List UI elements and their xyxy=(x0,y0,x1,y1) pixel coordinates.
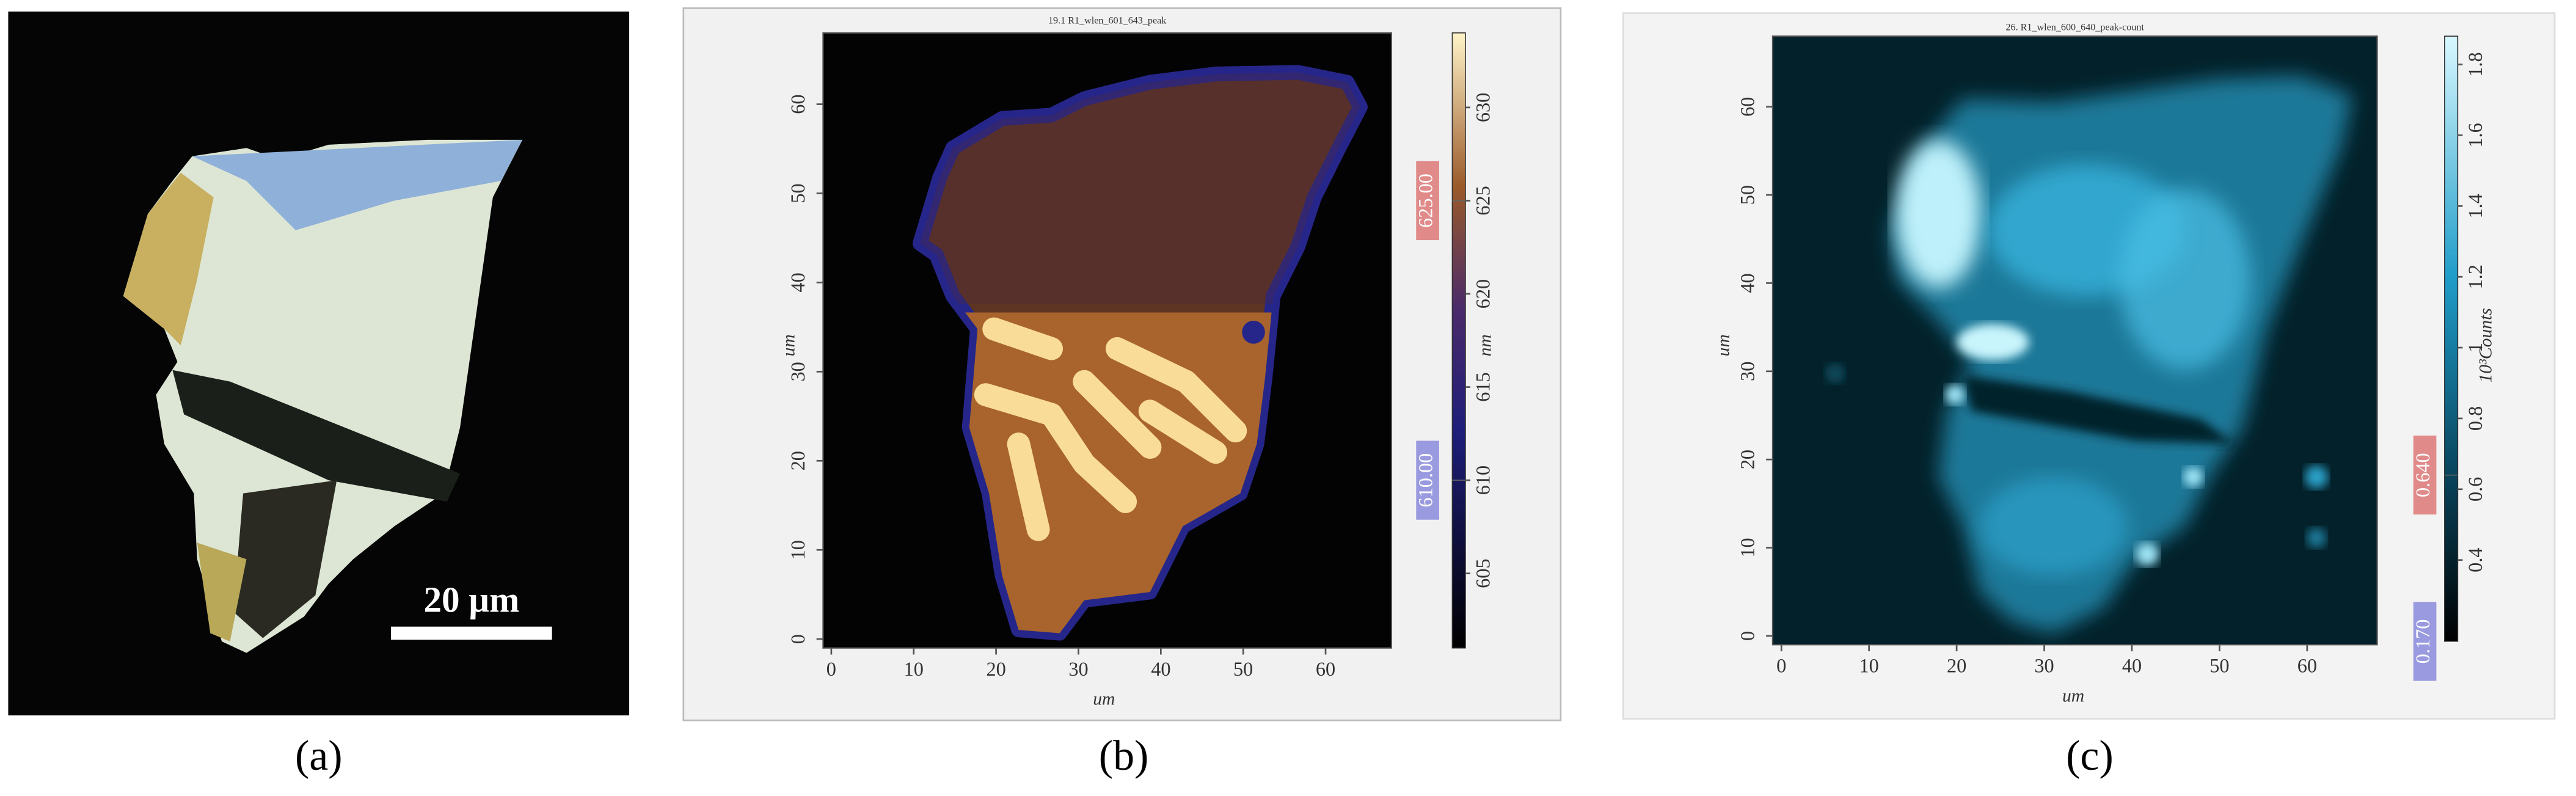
y-tick-label: 10 xyxy=(1737,538,1759,557)
x-tick-label: 40 xyxy=(1151,658,1170,680)
y-tick-label: 60 xyxy=(1737,97,1759,117)
colorbar-tick-label: 625 xyxy=(1472,186,1494,215)
colorbar-tick-label: 605 xyxy=(1472,558,1494,588)
colorbar-tick-label: 1.8 xyxy=(2464,52,2486,76)
y-tick-label: 20 xyxy=(787,451,809,470)
x-tick-label: 30 xyxy=(1068,658,1088,680)
colorbar-marker xyxy=(2413,602,2437,681)
x-tick-label: 10 xyxy=(904,658,924,680)
colorbar-marker-label: 0.640 xyxy=(2412,453,2434,497)
y-tick-label: 0 xyxy=(787,634,809,644)
y-tick-label: 50 xyxy=(787,183,809,203)
flake xyxy=(123,139,523,653)
x-tick-label: 20 xyxy=(986,658,1005,680)
flake-edge xyxy=(192,139,523,230)
x-tick-label: 10 xyxy=(1859,654,1879,676)
colorbar-tick-label: 620 xyxy=(1472,279,1494,309)
fold xyxy=(233,480,337,638)
x-axis-label: um xyxy=(1093,690,1115,709)
x-tick-label: 50 xyxy=(1233,658,1253,680)
x-tick-label: 0 xyxy=(826,658,836,680)
flake-edge xyxy=(123,172,214,346)
x-tick-label: 0 xyxy=(1776,654,1786,676)
colorbar-marker-label: 625.00 xyxy=(1415,173,1437,228)
panel-c: 26. R1_wlen_600_640_peak-count (c) xyxy=(1622,12,2556,780)
y-tick-label: 50 xyxy=(1737,185,1759,205)
colorbar-label: 10³Counts xyxy=(2476,308,2496,382)
heatmap xyxy=(1242,320,1265,344)
colorbar xyxy=(1451,32,1466,649)
panel-label: (c) xyxy=(2066,732,2114,780)
colorbar-tick-label: 1.4 xyxy=(2464,194,2486,218)
colorbar-marker-label: 610.00 xyxy=(1415,453,1437,508)
colorbar-tick-label: 0.4 xyxy=(2464,548,2486,572)
colorbar-tick-label: 0.6 xyxy=(2464,477,2486,502)
y-tick-label: 30 xyxy=(1737,362,1759,381)
y-tick-label: 60 xyxy=(787,94,809,114)
colorbar xyxy=(2444,35,2459,642)
panel-label: (a) xyxy=(295,732,343,780)
y-tick-label: 10 xyxy=(787,540,809,560)
colorbar-tick-label: 1.2 xyxy=(2464,265,2486,289)
colorbar-marker-label: 0.170 xyxy=(2412,619,2434,664)
colorbar-label: nm xyxy=(1476,334,1495,356)
colorbar-tick-label: 1 xyxy=(2464,343,2486,352)
y-tick-label: 40 xyxy=(1737,273,1759,293)
y-tick-label: 30 xyxy=(787,362,809,381)
x-axis-label: um xyxy=(2062,686,2084,706)
plot-frame xyxy=(822,32,1393,649)
y-tick-label: 0 xyxy=(1737,631,1759,641)
x-tick-label: 30 xyxy=(2034,654,2054,676)
scale-bar-label: 20 μm xyxy=(423,580,519,620)
colorbar-tick-label: 0.8 xyxy=(2464,406,2486,431)
panel-b: 19.1 R1_wlen_601_643_peak (b) xyxy=(682,7,1562,780)
fold xyxy=(172,370,461,502)
x-tick-label: 60 xyxy=(1316,658,1335,680)
y-axis-label: um xyxy=(779,334,798,356)
x-tick-label: 20 xyxy=(1947,654,1966,676)
y-tick-label: 20 xyxy=(1737,450,1759,469)
x-tick-label: 50 xyxy=(2209,654,2229,676)
flake-edge xyxy=(197,542,247,641)
x-tick-label: 40 xyxy=(2122,654,2142,676)
panel-a: 20 μm (a) xyxy=(8,11,630,780)
plot-frame xyxy=(1771,35,2378,646)
colorbar-marker xyxy=(1416,161,1439,241)
y-tick-label: 40 xyxy=(787,272,809,292)
colorbar-marker xyxy=(1416,440,1439,520)
scale-bar xyxy=(391,626,552,640)
panel-label: (b) xyxy=(1099,732,1149,780)
colorbar-tick-label: 630 xyxy=(1472,93,1494,122)
y-axis-label: um xyxy=(1714,334,1734,356)
x-tick-label: 60 xyxy=(2297,654,2317,676)
heatmap xyxy=(1825,75,2353,634)
colorbar-tick-label: 615 xyxy=(1472,372,1494,401)
colorbar-tick-label: 610 xyxy=(1472,466,1494,495)
colorbar-tick-label: 1.6 xyxy=(2464,123,2486,147)
colorbar-marker xyxy=(2413,436,2437,515)
map-title: 26. R1_wlen_600_640_peak-count xyxy=(2005,22,2144,32)
map-title: 19.1 R1_wlen_601_643_peak xyxy=(1048,16,1167,26)
